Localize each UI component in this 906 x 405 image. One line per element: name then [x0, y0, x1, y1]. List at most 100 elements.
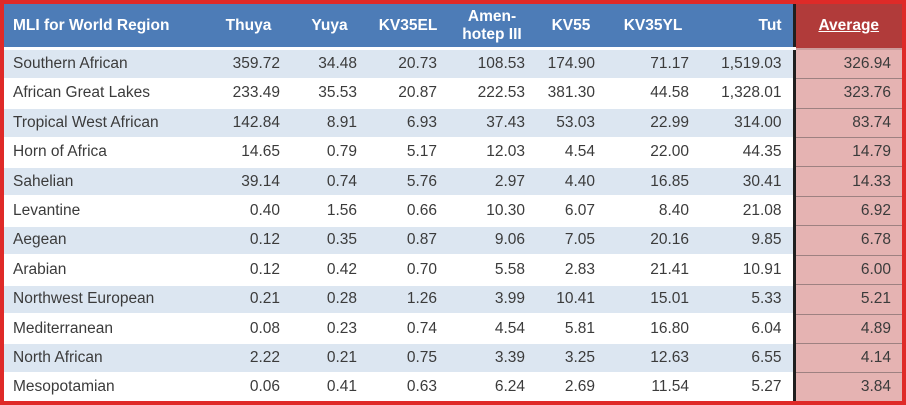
table-row: Mesopotamian 0.06 0.41 0.63 6.24 2.69 11… [4, 372, 902, 401]
average-cell: 14.33 [792, 166, 902, 197]
column-header-kv55: KV55 [536, 4, 606, 50]
average-cell: 326.94 [792, 48, 902, 80]
value-cell: 0.40 [206, 196, 291, 227]
value-cell: 10.91 [700, 255, 794, 286]
value-cell: 3.39 [448, 343, 536, 374]
average-cell: 4.89 [792, 314, 902, 344]
value-cell: 10.30 [448, 196, 536, 227]
region-cell: Tropical West African [4, 108, 206, 139]
value-cell: 1,328.01 [700, 78, 794, 110]
table-row: Sahelian 39.14 0.74 5.76 2.97 4.40 16.85… [4, 166, 902, 198]
table-row: Levantine 0.40 1.56 0.66 10.30 6.07 8.40… [4, 196, 902, 227]
average-cell: 6.00 [792, 255, 902, 286]
value-cell: 12.03 [448, 137, 536, 168]
value-cell: 5.81 [536, 314, 606, 345]
value-cell: 5.76 [368, 166, 448, 198]
region-cell: Southern African [4, 48, 206, 80]
value-cell: 11.54 [606, 372, 700, 401]
value-cell: 4.54 [448, 314, 536, 345]
region-cell: African Great Lakes [4, 78, 206, 110]
value-cell: 44.35 [700, 137, 794, 168]
mli-table: MLI for World Region Thuya Yuya KV35EL A… [4, 4, 902, 401]
table-body: Southern African 359.72 34.48 20.73 108.… [4, 48, 902, 401]
value-cell: 8.91 [291, 108, 368, 139]
average-cell: 323.76 [792, 78, 902, 109]
value-cell: 12.63 [606, 343, 700, 374]
region-cell: Mediterranean [4, 314, 206, 345]
region-cell: Mesopotamian [4, 372, 206, 401]
value-cell: 1,519.03 [700, 48, 794, 80]
value-cell: 0.41 [291, 372, 368, 401]
header-row: MLI for World Region Thuya Yuya KV35EL A… [4, 4, 902, 50]
region-cell: North African [4, 343, 206, 374]
region-cell: Arabian [4, 255, 206, 286]
average-cell: 14.79 [792, 137, 902, 168]
value-cell: 0.66 [368, 196, 448, 227]
value-cell: 1.56 [291, 196, 368, 227]
column-header-amenhotep-iii: Amen-hotep III [448, 4, 536, 50]
average-cell: 6.92 [792, 196, 902, 227]
value-cell: 37.43 [448, 108, 536, 139]
value-cell: 20.73 [368, 48, 448, 80]
value-cell: 10.41 [536, 284, 606, 316]
value-cell: 7.05 [536, 225, 606, 257]
table-row: Aegean 0.12 0.35 0.87 9.06 7.05 20.16 9.… [4, 225, 902, 257]
table-row: African Great Lakes 233.49 35.53 20.87 2… [4, 78, 902, 110]
table-row: Arabian 0.12 0.42 0.70 5.58 2.83 21.41 1… [4, 255, 902, 286]
value-cell: 22.99 [606, 108, 700, 139]
table-header: MLI for World Region Thuya Yuya KV35EL A… [4, 4, 902, 50]
value-cell: 0.28 [291, 284, 368, 316]
value-cell: 0.87 [368, 225, 448, 257]
value-cell: 0.12 [206, 225, 291, 257]
value-cell: 22.00 [606, 137, 700, 168]
column-header-average: Average [792, 4, 902, 50]
value-cell: 0.08 [206, 314, 291, 345]
column-header-amenhotep-iii-label: Amen-hotep III [462, 8, 522, 43]
value-cell: 4.40 [536, 166, 606, 198]
value-cell: 0.21 [291, 343, 368, 374]
value-cell: 142.84 [206, 108, 291, 139]
table-row: Horn of Africa 14.65 0.79 5.17 12.03 4.5… [4, 137, 902, 168]
value-cell: 6.07 [536, 196, 606, 227]
value-cell: 2.83 [536, 255, 606, 286]
value-cell: 359.72 [206, 48, 291, 80]
value-cell: 34.48 [291, 48, 368, 80]
value-cell: 381.30 [536, 78, 606, 110]
value-cell: 6.55 [700, 343, 794, 374]
value-cell: 39.14 [206, 166, 291, 198]
average-cell: 6.78 [792, 225, 902, 256]
value-cell: 53.03 [536, 108, 606, 139]
value-cell: 0.74 [368, 314, 448, 345]
value-cell: 0.42 [291, 255, 368, 286]
value-cell: 15.01 [606, 284, 700, 316]
column-header-tut: Tut [700, 4, 794, 50]
value-cell: 0.70 [368, 255, 448, 286]
value-cell: 233.49 [206, 78, 291, 110]
value-cell: 5.33 [700, 284, 794, 316]
value-cell: 5.27 [700, 372, 794, 401]
value-cell: 2.97 [448, 166, 536, 198]
value-cell: 20.16 [606, 225, 700, 257]
value-cell: 5.17 [368, 137, 448, 168]
table-row: Southern African 359.72 34.48 20.73 108.… [4, 48, 902, 80]
column-header-kv35yl: KV35YL [606, 4, 700, 50]
average-cell: 83.74 [792, 108, 902, 139]
table-row: Mediterranean 0.08 0.23 0.74 4.54 5.81 1… [4, 314, 902, 345]
value-cell: 16.80 [606, 314, 700, 345]
value-cell: 6.04 [700, 314, 794, 345]
column-header-thuya: Thuya [206, 4, 291, 50]
value-cell: 20.87 [368, 78, 448, 110]
value-cell: 108.53 [448, 48, 536, 80]
column-header-yuya: Yuya [291, 4, 368, 50]
value-cell: 1.26 [368, 284, 448, 316]
value-cell: 8.40 [606, 196, 700, 227]
region-cell: Horn of Africa [4, 137, 206, 168]
table-row: North African 2.22 0.21 0.75 3.39 3.25 1… [4, 343, 902, 374]
value-cell: 0.74 [291, 166, 368, 198]
value-cell: 21.08 [700, 196, 794, 227]
value-cell: 0.35 [291, 225, 368, 257]
value-cell: 44.58 [606, 78, 700, 110]
value-cell: 3.25 [536, 343, 606, 374]
value-cell: 6.24 [448, 372, 536, 401]
